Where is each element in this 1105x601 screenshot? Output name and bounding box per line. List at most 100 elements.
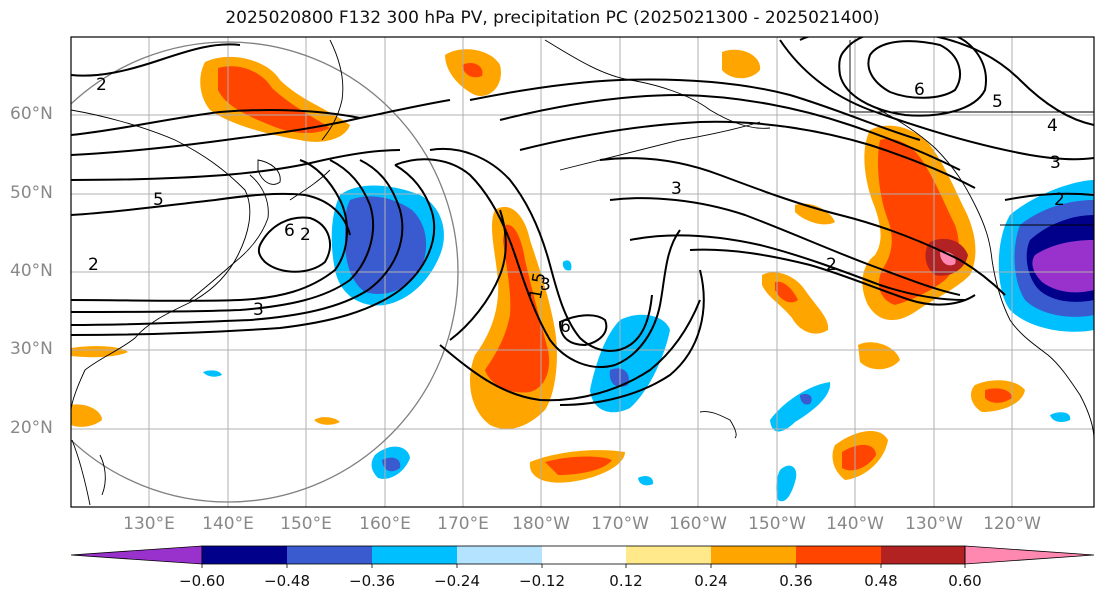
contour-labels: 2 5 6 3 2 1.5 6 3 2 6 5 4 3 2 3 2 (88, 75, 1065, 337)
contour-label: 6 (914, 80, 925, 100)
pv-contour-east-3 (599, 157, 1006, 296)
colorbar-bin (542, 546, 626, 564)
colorbar-bin (626, 546, 711, 564)
contour-label: 2 (1054, 190, 1065, 210)
contour-label: 5 (153, 190, 164, 210)
pv-contour-east-north (469, 78, 921, 141)
contour-label: 3 (253, 300, 264, 320)
pv-contour-jet-3 (71, 159, 404, 326)
lon-label-140w: 140°W (826, 514, 884, 534)
colorbar-bin (287, 546, 372, 564)
colorbar-tick-label: −0.60 (179, 572, 225, 590)
lon-label-130w: 130°W (905, 514, 963, 534)
contour-label: 2 (300, 225, 311, 245)
neg-blob-tropical-1-core (382, 457, 401, 472)
colorbar-tick-label: 0.12 (609, 572, 643, 590)
contour-label: 6 (284, 221, 295, 241)
lat-label-50n: 50°N (10, 183, 53, 203)
precip-blob-tropical-east-core (842, 444, 876, 471)
colorbar-tick-label: 0.24 (694, 572, 728, 590)
coast-alaska-panhandle (869, 104, 993, 261)
colorbar-tick-label: 0.48 (864, 572, 898, 590)
neg-blob-small-b (562, 260, 572, 271)
pv-contour-jet-1 (71, 159, 348, 302)
pv-contour-high-6 (867, 40, 961, 99)
pv-contour-4-west (71, 149, 401, 181)
lon-label-150e: 150°E (280, 514, 332, 534)
colorbar-tick-label: 0.36 (779, 572, 813, 590)
colorbar (70, 545, 1095, 568)
precip-blob-tropical-center-core (545, 456, 612, 475)
contour-label: 4 (1047, 116, 1058, 136)
lon-label-130e: 130°E (123, 514, 175, 534)
map-title: 2025020800 F132 300 hPa PV, precipitatio… (225, 8, 880, 28)
lon-label-150w: 150°W (748, 514, 806, 534)
precip-blob-small-north (722, 49, 761, 79)
contour-label: 5 (992, 92, 1003, 112)
contour-label: 1.5 (526, 271, 550, 301)
coast-aleutians (559, 121, 761, 171)
lon-label-170w: 170°W (591, 514, 649, 534)
pv-contour-east-2 (609, 197, 961, 296)
neg-blob-small-c (638, 476, 654, 486)
pv-contour-high-4 (799, 37, 1094, 126)
lon-label-120w: 120°W (983, 514, 1041, 534)
pv-contour-east-2b (629, 234, 966, 301)
coastlines (71, 39, 1094, 506)
pv-contour-5-west (71, 192, 351, 236)
coast-kamchatka (321, 39, 344, 141)
neg-blob-tropical-2 (770, 382, 831, 432)
pv-contour-trough-3 (449, 209, 507, 341)
precip-blob-east-pacific-3 (858, 342, 900, 370)
coast-alaska (544, 39, 771, 129)
precip-blob-west-pacific-core (218, 66, 330, 134)
colorbar-bin (457, 546, 542, 564)
colorbar-extend-right (964, 545, 1095, 565)
colorbar-tick-label: −0.12 (519, 572, 565, 590)
pv-contour-jet-4 (71, 164, 436, 336)
precip-blob-east-pacific-1-core (775, 281, 798, 303)
lat-label-30n: 30°N (10, 339, 53, 359)
precip-blob-small-1 (314, 417, 340, 425)
pv-contour-east-north-2 (499, 93, 961, 171)
verification-circle (71, 41, 459, 503)
contour-label: 3 (540, 275, 551, 295)
colorbar-bin (796, 546, 881, 564)
colorbar-tick-label: −0.48 (264, 572, 310, 590)
pv-contour-east-1 (689, 248, 976, 306)
pv-contour-jet-2 (71, 159, 374, 313)
lon-label-180w: 180°W (512, 514, 570, 534)
lat-label-40n: 40°N (10, 261, 53, 281)
contour-label: 2 (88, 255, 99, 275)
lat-label-20n: 20°N (10, 418, 53, 438)
coast-canada-north (849, 40, 1094, 113)
colorbar-extend-left (70, 545, 203, 565)
precip-blob-east-pacific-2 (795, 203, 835, 225)
pv-contour-ridge-a (559, 269, 705, 406)
pv-contour-trough-1 (394, 158, 681, 368)
lon-label-160w: 160°W (669, 514, 727, 534)
lon-label-140e: 140°E (202, 514, 254, 534)
colorbar-tick-label: 0.60 (948, 572, 982, 590)
colorbar-tick-label: −0.36 (349, 572, 395, 590)
colorbar-ticks (201, 564, 966, 568)
coast-hokkaido (257, 159, 281, 185)
coast-east-asia (71, 109, 251, 411)
contour-label: 6 (560, 317, 571, 337)
pv-contour-ridge-outer (439, 299, 701, 402)
coast-japan (189, 174, 269, 301)
pv-contour-east-north-3 (519, 120, 976, 189)
precip-blob-west-edge (71, 404, 102, 427)
contour-label: 3 (1050, 153, 1061, 173)
pv-contour-6-loop (257, 216, 331, 273)
coast-taiwan (99, 454, 106, 496)
neg-blob-tropical-2-core (800, 394, 812, 405)
lat-label-60n: 60°N (10, 104, 53, 124)
pv-contour-high-2 (1004, 192, 1094, 201)
coast-kuriles (289, 169, 331, 201)
neg-blob-west-pacific-core (345, 196, 427, 294)
pv-contour-6-cutoff (558, 314, 608, 347)
colorbar-tick-label: −0.24 (434, 572, 480, 590)
neg-blob-east-center-core (609, 368, 629, 387)
colorbar-bin (711, 546, 796, 564)
